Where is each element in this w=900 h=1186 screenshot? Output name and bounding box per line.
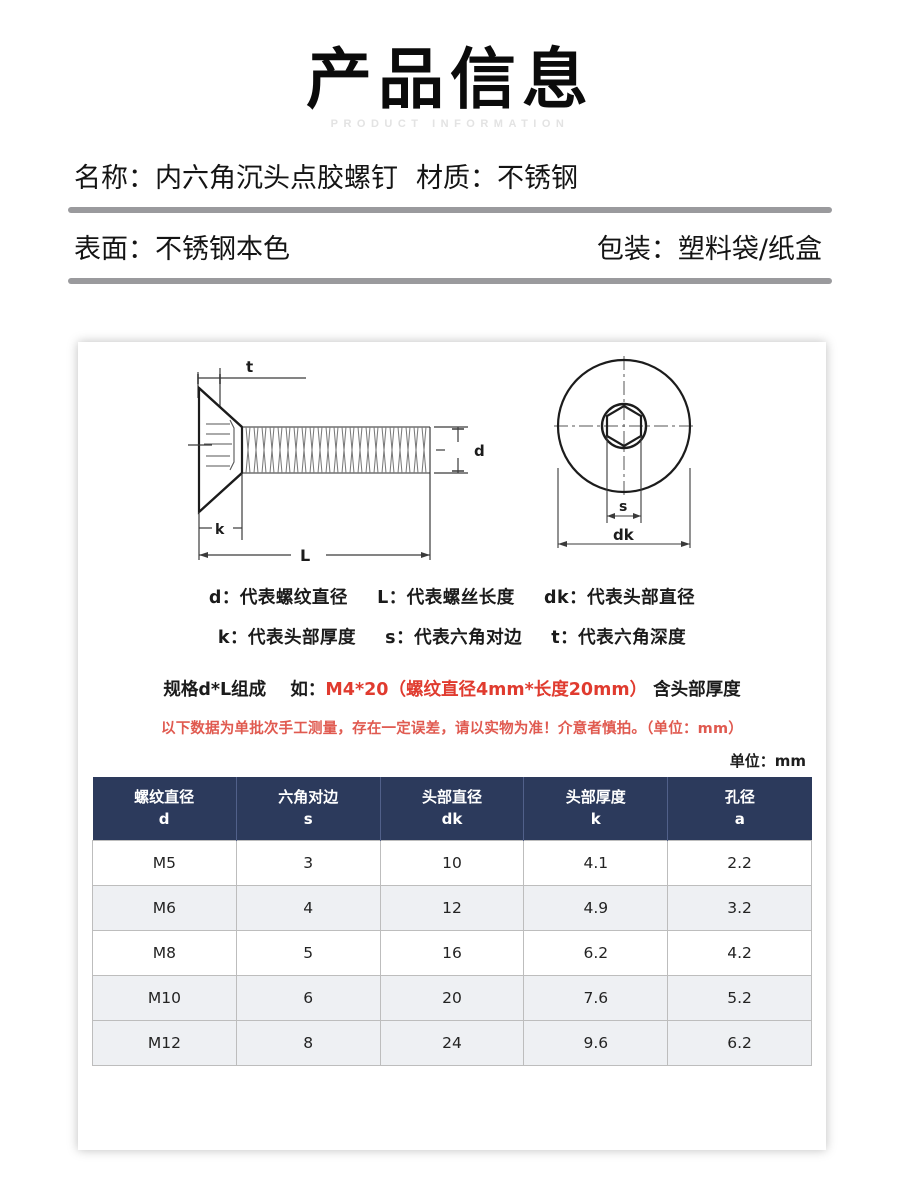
- page-subtitle: PRODUCT INFORMATION: [330, 118, 570, 130]
- svg-text:s: s: [619, 499, 627, 515]
- legend-L: L：代表螺丝长度: [377, 588, 515, 608]
- legend-line-2: k：代表头部厚度 s：代表六角对边 t：代表六角深度: [78, 618, 826, 658]
- spec-block: 名称：内六角沉头点胶螺钉 材质：不锈钢 表面：不锈钢本色 包装：塑料袋/纸盒: [68, 152, 832, 284]
- col3-name: 头部厚度: [565, 788, 626, 806]
- cell-hole-diameter: 4.2: [667, 930, 812, 976]
- cell-hole-diameter: 2.2: [667, 840, 812, 886]
- column-header-head-thickness: 头部厚度 k: [523, 777, 669, 841]
- cell-head-diameter: 12: [379, 885, 525, 931]
- cell-thread-diameter: M6: [92, 885, 237, 931]
- table-row: M12 8 24 9.6 6.2: [92, 1020, 812, 1066]
- formula-prefix: 规格d*L组成: [163, 680, 267, 700]
- screw-side-view-drawing: t d k L: [186, 350, 516, 570]
- column-header-hole-diameter: 孔径 a: [667, 777, 812, 841]
- legend-d: d：代表螺纹直径: [208, 588, 348, 608]
- cell-thread-diameter: M5: [92, 840, 237, 886]
- detail-card: t d k L: [78, 342, 826, 1150]
- cell-hex: 8: [235, 1020, 381, 1066]
- cell-hole-diameter: 5.2: [667, 975, 812, 1021]
- column-header-hex-across-flats: 六角对边 s: [236, 777, 381, 841]
- col3-symbol: k: [590, 810, 601, 828]
- table-row: M5 3 10 4.1 2.2: [92, 840, 812, 886]
- dimension-legend: d：代表螺纹直径 L：代表螺丝长度 dk：代表头部直径 k：代表头部厚度 s：代…: [78, 578, 826, 658]
- divider-bottom: [68, 278, 832, 284]
- svg-text:L: L: [300, 546, 310, 565]
- spec-packaging: 包装：塑料袋/纸盒: [596, 234, 822, 265]
- spec-row-surface: 表面：不锈钢本色 包装：塑料袋/纸盒: [68, 223, 832, 274]
- spec-surface: 表面：不锈钢本色: [74, 234, 290, 265]
- cell-head-thickness: 7.6: [523, 975, 669, 1021]
- cell-head-diameter: 16: [379, 930, 525, 976]
- legend-k: k：代表头部厚度: [217, 628, 356, 648]
- cell-thread-diameter: M8: [92, 930, 237, 976]
- col2-symbol: dk: [441, 810, 463, 828]
- col0-name: 螺纹直径: [134, 788, 195, 806]
- legend-dk: dk：代表头部直径: [543, 588, 696, 608]
- measurement-notice: 以下数据为单批次手工测量，存在一定误差，请以实物为准！介意者慎拍。（单位：mm）: [161, 721, 743, 737]
- formula-highlight: M4*20（螺纹直径4mm*长度20mm）: [325, 680, 648, 700]
- cell-head-diameter: 20: [379, 975, 525, 1021]
- formula-example-label: 如：: [290, 680, 326, 700]
- column-header-thread-diameter: 螺纹直径 d: [92, 777, 237, 841]
- formula-suffix: 含头部厚度: [653, 680, 741, 700]
- legend-line-1: d：代表螺纹直径 L：代表螺丝长度 dk：代表头部直径: [78, 578, 826, 618]
- col4-symbol: a: [734, 810, 745, 828]
- page-header: 产品信息 PRODUCT INFORMATION: [0, 0, 900, 131]
- divider-top: [68, 207, 832, 213]
- size-format-note: 规格d*L组成 如：M4*20（螺纹直径4mm*长度20mm） 含头部厚度: [78, 676, 826, 701]
- cell-head-diameter: 10: [379, 840, 525, 886]
- cell-hex: 3: [235, 840, 381, 886]
- col1-name: 六角对边: [278, 788, 339, 806]
- cell-head-thickness: 4.1: [523, 840, 669, 886]
- cell-hole-diameter: 3.2: [667, 885, 812, 931]
- cell-hole-diameter: 6.2: [667, 1020, 812, 1066]
- table-row: M10 6 20 7.6 5.2: [92, 975, 812, 1021]
- col1-symbol: s: [303, 810, 313, 828]
- col0-symbol: d: [158, 810, 170, 828]
- page-title: 产品信息: [306, 41, 594, 118]
- cell-hex: 5: [235, 930, 381, 976]
- col4-name: 孔径: [724, 788, 755, 806]
- col2-name: 头部直径: [421, 788, 482, 806]
- cell-head-thickness: 6.2: [523, 930, 669, 976]
- cell-head-diameter: 24: [379, 1020, 525, 1066]
- svg-text:dk: dk: [613, 526, 635, 544]
- spec-row-name: 名称：内六角沉头点胶螺钉 材质：不锈钢: [68, 152, 832, 203]
- technical-drawings: t d k L: [78, 342, 826, 572]
- cell-head-thickness: 9.6: [523, 1020, 669, 1066]
- cell-hex: 6: [235, 975, 381, 1021]
- cell-hex: 4: [235, 885, 381, 931]
- screw-top-view-drawing: s dk: [526, 348, 746, 568]
- dimension-table: 螺纹直径 d 六角对边 s 头部直径 dk 头部厚度 k: [92, 777, 812, 1066]
- svg-text:t: t: [246, 358, 253, 376]
- spec-product-name: 名称：内六角沉头点胶螺钉: [74, 163, 398, 194]
- table-row: M6 4 12 4.9 3.2: [92, 885, 812, 931]
- svg-text:d: d: [474, 442, 485, 460]
- legend-t: t：代表六角深度: [551, 628, 687, 648]
- cell-thread-diameter: M10: [92, 975, 237, 1021]
- column-header-head-diameter: 头部直径 dk: [380, 777, 525, 841]
- svg-text:k: k: [215, 522, 225, 538]
- table-unit-note: 单位：mm: [729, 752, 806, 770]
- table-header-row: 螺纹直径 d 六角对边 s 头部直径 dk 头部厚度 k: [92, 777, 812, 841]
- table-row: M8 5 16 6.2 4.2: [92, 930, 812, 976]
- cell-head-thickness: 4.9: [523, 885, 669, 931]
- cell-thread-diameter: M12: [92, 1020, 237, 1066]
- spec-material: 材质：不锈钢: [416, 163, 578, 194]
- legend-s: s：代表六角对边: [385, 628, 523, 648]
